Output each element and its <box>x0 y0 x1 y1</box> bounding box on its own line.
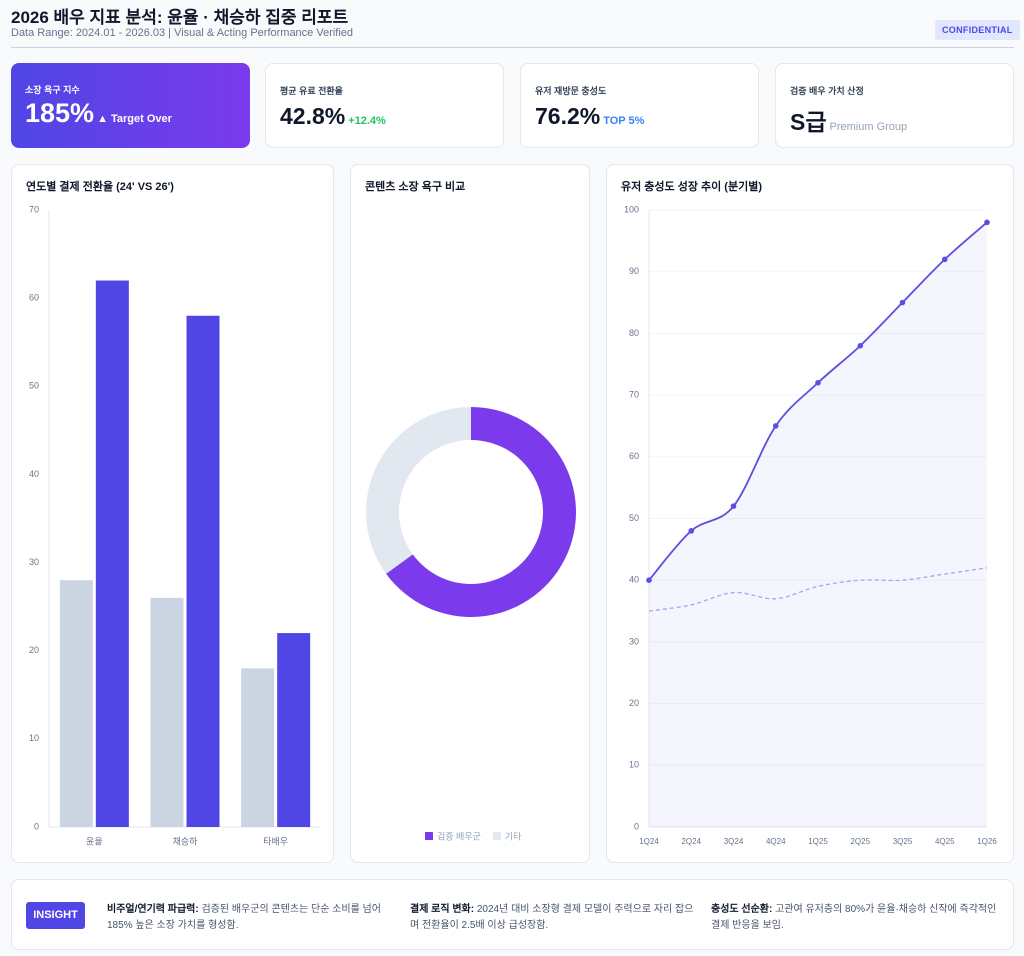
chart-title: 연도별 결제 전환율 (24' VS 26') <box>26 179 174 193</box>
doughnut-slice <box>366 407 471 574</box>
bar <box>150 597 184 827</box>
doughnut-slice <box>386 407 576 617</box>
insight-text: 2024년 대비 소장형 결제 모델이 주력으로 자리 잡으며 전환율이 2.5… <box>410 904 694 931</box>
legend-swatch <box>425 832 433 840</box>
bar <box>186 315 220 827</box>
bar-chart: 연도별 결제 전환율 (24' VS 26') 0 10 20 30 40 50 60 70 윤율… <box>11 164 334 863</box>
x-tick-label: 1Q26 <box>977 837 997 846</box>
line-area <box>649 222 987 828</box>
chart-title: 콘텐츠 소장 욕구 비교 <box>365 179 465 193</box>
line-point <box>941 256 948 263</box>
insight-text: 고관여 유저층의 80%가 윤율·채승하 신작에 즉각적인 결제 반응을 보임. <box>711 904 997 931</box>
y-tick-label: 50 <box>29 381 39 391</box>
y-tick-label: 20 <box>29 645 39 655</box>
line <box>648 567 988 612</box>
kpi-label: 검증 배우 가치 산정 <box>790 86 864 96</box>
x-tick-label: 2Q24 <box>681 837 701 846</box>
x-tick-label: 1Q24 <box>639 837 659 846</box>
y-tick-label: 70 <box>29 204 39 214</box>
x-tick-label: 채승하 <box>173 836 199 846</box>
line-point <box>772 423 779 429</box>
line <box>648 221 988 581</box>
kpi-delta: Premium Group <box>829 121 908 133</box>
line-point <box>815 379 821 386</box>
kpi-label: 평균 유료 전환율 <box>280 86 343 96</box>
y-tick-label: 20 <box>629 698 639 708</box>
y-tick-label: 30 <box>29 557 39 567</box>
insight-title: 결제 로직 변화: <box>410 904 475 915</box>
insight-panel: INSIGHT 비주얼/연기력 파급력: 검증된 배우군의 콘텐츠는 단순 소비… <box>11 879 1014 950</box>
kpi-delta: TOP 5% <box>603 115 645 127</box>
x-tick-label: 1Q25 <box>808 837 828 846</box>
kpi-value: 42.8% <box>280 103 346 129</box>
y-tick-label: 40 <box>629 575 639 585</box>
y-tick-label: 100 <box>624 204 639 214</box>
divider <box>11 47 1014 48</box>
x-tick-label: 타배우 <box>263 836 288 846</box>
kpi-label: 소장 욕구 지수 <box>25 85 80 95</box>
kpi-value: 185% <box>25 98 95 128</box>
kpi-value: S급 <box>790 109 827 135</box>
y-tick-label: 80 <box>629 328 639 338</box>
legend-label: 검증 배우군 <box>437 830 481 841</box>
x-tick-label: 3Q25 <box>893 837 913 846</box>
insight-title: 비주얼/연기력 파급력: <box>107 904 199 915</box>
line-point <box>899 299 906 306</box>
bar <box>95 280 129 827</box>
y-tick-label: 90 <box>629 266 639 276</box>
x-tick-label: 윤율 <box>86 836 103 846</box>
kpi-card: 유저 재방문 충성도 76.2% TOP 5% <box>520 63 759 148</box>
insight-title: 충성도 선순환: <box>711 904 773 915</box>
line-point <box>984 219 990 226</box>
line-point <box>688 528 695 534</box>
line-point <box>857 342 864 349</box>
badge: CONFIDENTIAL <box>935 20 1020 40</box>
y-tick-label: 60 <box>29 293 39 303</box>
bar <box>277 633 311 827</box>
line-point <box>730 503 737 509</box>
y-tick-label: 70 <box>629 389 639 399</box>
kpi-delta: +12.4% <box>348 115 386 127</box>
line-point <box>646 577 652 583</box>
kpi-delta: ▲ Target Over <box>97 113 172 125</box>
legend-swatch <box>492 832 501 840</box>
y-tick-label: 10 <box>29 733 39 743</box>
y-tick-label: 0 <box>34 821 39 831</box>
y-tick-label: 30 <box>629 636 639 646</box>
y-tick-label: 60 <box>629 451 639 461</box>
chart-title: 유저 충성도 성장 추이 (분기별) <box>621 179 762 193</box>
insight-text: 검증된 배우군의 콘텐츠는 단순 소비를 넘어 185% 높은 소장 가치를 형… <box>107 904 381 931</box>
y-tick-label: 40 <box>29 469 39 479</box>
page-title: 2026 배우 지표 분석: 윤율 · 채승하 집중 리포트 <box>11 8 349 27</box>
x-tick-label: 3Q24 <box>724 837 744 846</box>
kpi-card: 검증 배우 가치 산정 S급 Premium Group <box>775 63 1014 148</box>
x-tick-label: 2Q25 <box>850 837 870 846</box>
bar <box>59 580 93 827</box>
bar <box>241 668 275 827</box>
page-subtitle: Data Range: 2024.01 - 2026.03 | Visual &… <box>11 27 354 39</box>
line-chart: 유저 충성도 성장 추이 (분기별) 0 10 20 30 40 50 60 70 80 90 100… <box>606 164 1014 863</box>
kpi-card: 평균 유료 전환율 42.8% +12.4% <box>265 63 504 148</box>
insight-badge: INSIGHT <box>26 902 85 929</box>
x-tick-label: 4Q24 <box>766 837 786 846</box>
y-tick-label: 10 <box>629 760 639 770</box>
kpi-value: 76.2% <box>535 103 601 129</box>
legend-label: 기타 <box>505 831 522 841</box>
y-tick-label: 0 <box>634 821 639 831</box>
y-tick-label: 50 <box>629 513 639 523</box>
kpi-card: 소장 욕구 지수 185% ▲ Target Over <box>11 63 250 148</box>
kpi-label: 유저 재방문 충성도 <box>535 86 607 96</box>
x-tick-label: 4Q25 <box>935 837 955 846</box>
